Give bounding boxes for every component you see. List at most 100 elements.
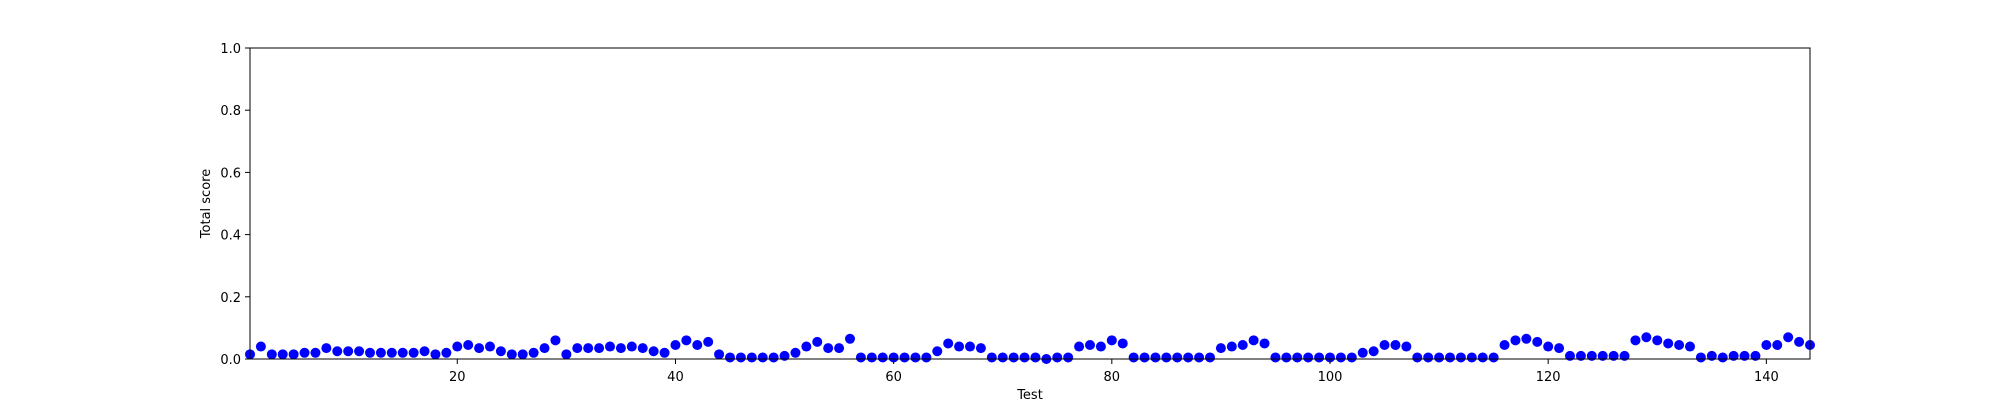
data-point xyxy=(1237,340,1248,351)
data-point xyxy=(1172,352,1183,363)
data-point xyxy=(474,343,485,354)
data-point xyxy=(419,346,430,357)
data-point xyxy=(812,336,823,347)
data-point xyxy=(1368,346,1379,357)
data-point xyxy=(1521,333,1532,344)
data-point xyxy=(921,352,932,363)
data-point xyxy=(1445,352,1455,363)
data-point xyxy=(321,343,332,354)
data-point xyxy=(637,343,648,354)
data-point xyxy=(1357,347,1368,358)
data-point xyxy=(1008,352,1019,363)
data-point xyxy=(975,343,986,354)
data-point xyxy=(877,352,888,363)
x-tick-label: 120 xyxy=(1536,370,1561,385)
data-point xyxy=(1346,352,1357,363)
data-point xyxy=(855,352,866,363)
data-point xyxy=(1586,350,1597,361)
data-point xyxy=(1314,352,1325,363)
data-point xyxy=(1139,352,1150,363)
y-tick-label: 0.8 xyxy=(220,104,241,119)
data-point xyxy=(332,346,343,357)
data-point xyxy=(1401,341,1412,352)
y-tick-label: 0.6 xyxy=(220,166,241,181)
data-point xyxy=(1772,340,1783,351)
data-point xyxy=(1259,338,1270,349)
data-point xyxy=(1750,350,1761,361)
data-point xyxy=(506,349,517,360)
data-point xyxy=(1106,335,1117,346)
data-point xyxy=(845,333,855,344)
data-point xyxy=(899,352,910,363)
data-point xyxy=(943,338,954,349)
data-point xyxy=(1128,352,1139,363)
data-point xyxy=(801,341,812,352)
data-point xyxy=(1325,352,1335,363)
data-point xyxy=(626,341,637,352)
data-point xyxy=(1499,340,1510,351)
data-point xyxy=(1074,341,1085,352)
data-point xyxy=(299,347,310,358)
x-axis-label: Test xyxy=(1016,388,1043,400)
data-point xyxy=(986,352,997,363)
data-point xyxy=(375,347,386,358)
data-point xyxy=(757,352,768,363)
data-point xyxy=(255,341,266,352)
data-point xyxy=(310,347,321,358)
data-point xyxy=(266,349,277,360)
plot-frame xyxy=(249,47,1811,360)
data-point xyxy=(1150,352,1161,363)
data-point xyxy=(965,341,975,352)
x-tick-label: 40 xyxy=(667,370,684,385)
data-point xyxy=(1335,352,1346,363)
data-point xyxy=(1085,340,1095,351)
y-tick-label: 0.4 xyxy=(220,229,241,244)
data-point xyxy=(1379,340,1390,351)
data-point xyxy=(1641,332,1652,343)
data-point xyxy=(670,340,681,351)
data-point xyxy=(1270,352,1281,363)
data-point xyxy=(1728,350,1739,361)
y-axis-label: Total score xyxy=(199,169,214,239)
data-point xyxy=(430,349,441,360)
x-tick-label: 20 xyxy=(449,370,466,385)
data-point xyxy=(1488,352,1499,363)
data-point xyxy=(288,349,299,360)
data-point xyxy=(452,341,463,352)
y-tick-label: 1.0 xyxy=(220,42,241,57)
data-point xyxy=(997,352,1008,363)
data-point xyxy=(1554,343,1565,354)
data-point xyxy=(703,336,714,347)
data-point xyxy=(277,349,288,360)
data-point xyxy=(1663,338,1674,349)
data-point xyxy=(714,349,725,360)
data-point xyxy=(1761,340,1772,351)
data-point xyxy=(1532,336,1543,347)
data-point xyxy=(659,347,670,358)
data-point xyxy=(539,343,550,354)
data-point xyxy=(1597,350,1608,361)
data-point xyxy=(681,335,692,346)
data-point xyxy=(1095,341,1106,352)
data-point xyxy=(343,346,354,357)
data-point xyxy=(1063,352,1074,363)
data-point xyxy=(1292,352,1303,363)
data-point xyxy=(1739,350,1750,361)
data-point xyxy=(834,343,845,354)
data-point xyxy=(866,352,877,363)
data-point xyxy=(1117,338,1128,349)
y-axis-ticks: 0.0 0.2 0.4 0.6 0.8 1.0 xyxy=(220,42,250,368)
data-point xyxy=(1565,350,1575,361)
data-point xyxy=(910,352,921,363)
x-tick-label: 60 xyxy=(885,370,902,385)
data-point xyxy=(1281,352,1292,363)
data-point xyxy=(1226,341,1237,352)
data-point xyxy=(1543,341,1554,352)
data-point xyxy=(1423,352,1434,363)
data-point xyxy=(1052,352,1063,363)
data-point xyxy=(768,352,779,363)
data-point xyxy=(594,343,605,354)
x-tick-label: 100 xyxy=(1318,370,1343,385)
x-axis-ticks: 20 40 60 80 100 120 140 xyxy=(449,359,1779,385)
data-point xyxy=(1685,341,1695,352)
